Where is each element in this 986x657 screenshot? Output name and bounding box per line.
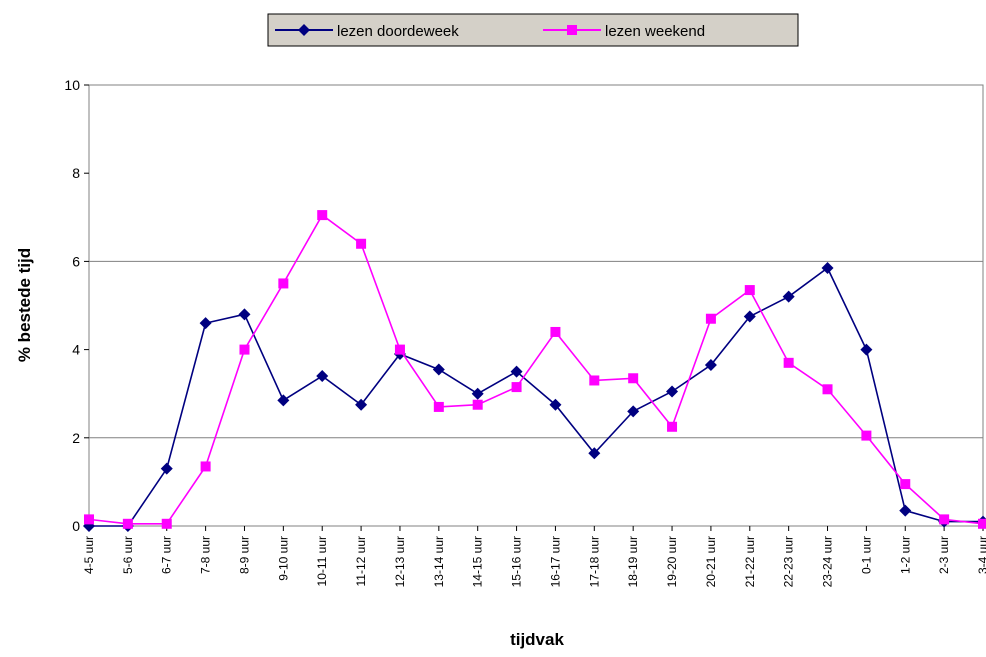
data-point	[704, 359, 717, 372]
x-tick-label: 3-4 uur	[976, 536, 986, 574]
data-point	[900, 479, 911, 490]
y-axis-ticks: 0 2 4 6 8 10	[64, 77, 89, 534]
data-point	[589, 375, 600, 386]
data-point	[161, 518, 172, 529]
data-point	[394, 344, 405, 355]
x-tick-label: 13-14 uur	[432, 536, 446, 587]
legend-item: lezen doordeweek	[275, 23, 459, 40]
y-tick-label: 8	[72, 165, 80, 181]
x-tick-label: 14-15 uur	[471, 536, 485, 587]
plot-area	[88, 84, 984, 527]
x-tick-label: 4-5 uur	[82, 536, 96, 574]
data-point	[472, 399, 483, 410]
x-tick-label: 22-23 uur	[782, 536, 796, 587]
x-tick-label: 2-3 uur	[937, 536, 951, 574]
x-tick-label: 11-12 uur	[354, 536, 368, 586]
data-point	[200, 461, 211, 472]
data-point	[627, 405, 640, 418]
data-point	[939, 514, 950, 525]
legend-marker	[567, 25, 577, 35]
data-point	[238, 308, 251, 321]
data-point	[744, 285, 755, 296]
data-point	[199, 317, 212, 330]
legend-marker	[298, 24, 310, 36]
x-axis-title: tijdvak	[510, 630, 564, 649]
y-tick-label: 2	[72, 430, 80, 446]
x-tick-label: 19-20 uur	[665, 536, 679, 587]
data-point	[511, 382, 522, 393]
x-tick-label: 12-13 uur	[393, 536, 407, 587]
series-layer	[83, 210, 986, 532]
y-tick-label: 10	[64, 77, 80, 93]
x-tick-label: 5-6 uur	[121, 536, 135, 574]
x-tick-label: 8-9 uur	[237, 536, 251, 574]
y-tick-label: 0	[72, 518, 80, 534]
data-point	[899, 504, 912, 517]
x-tick-label: 10-11 uur	[315, 536, 329, 586]
data-point	[510, 365, 523, 378]
x-axis-ticks: 4-5 uur 5-6 uur 6-7 uur 7-8 uur 8-9 uur 9-10 …	[82, 526, 986, 587]
data-point	[160, 462, 173, 475]
legend: lezen doordeweek lezen weekend	[267, 13, 799, 47]
series-line	[88, 213, 984, 525]
legend-box	[267, 13, 799, 47]
data-point	[705, 313, 716, 324]
data-point	[666, 385, 679, 398]
x-tick-label: 9-10 uur	[276, 536, 290, 581]
data-point	[355, 398, 368, 411]
x-tick-label: 1-2 uur	[898, 536, 912, 574]
x-tick-label: 15-16 uur	[510, 536, 524, 587]
data-point	[317, 210, 328, 221]
data-point	[782, 290, 795, 303]
data-point	[432, 363, 445, 376]
x-tick-label: 21-22 uur	[743, 536, 757, 587]
data-point	[861, 430, 872, 441]
x-tick-label: 18-19 uur	[626, 536, 640, 587]
data-point	[122, 518, 133, 529]
x-tick-label: 16-17 uur	[548, 536, 562, 587]
x-tick-label: 6-7 uur	[160, 536, 174, 574]
data-point	[821, 262, 834, 275]
legend-item: lezen weekend	[543, 23, 705, 40]
data-point	[239, 344, 250, 355]
data-point	[277, 394, 290, 407]
data-point	[743, 310, 756, 323]
y-axis-title: % bestede tijd	[15, 248, 34, 362]
legend-label: lezen doordeweek	[337, 23, 459, 40]
data-point	[278, 278, 289, 289]
x-tick-label: 17-18 uur	[587, 536, 601, 587]
data-point	[860, 343, 873, 356]
x-tick-label: 20-21 uur	[704, 536, 718, 587]
legend-label: lezen weekend	[605, 23, 705, 40]
y-tick-label: 6	[72, 253, 80, 269]
series-line	[89, 266, 983, 527]
gridlines	[89, 260, 983, 439]
data-point	[471, 387, 484, 400]
data-point	[549, 398, 562, 411]
data-point	[588, 447, 601, 460]
y-tick-label: 4	[72, 342, 80, 358]
data-point	[783, 357, 794, 368]
data-point	[433, 401, 444, 412]
x-tick-label: 0-1 uur	[859, 536, 873, 574]
data-point	[978, 518, 986, 529]
data-point	[667, 421, 678, 432]
x-tick-label: 23-24 uur	[821, 536, 835, 587]
data-point	[822, 384, 833, 395]
data-point	[316, 370, 329, 383]
data-point	[84, 514, 94, 525]
series-2	[84, 210, 986, 529]
data-point	[356, 238, 367, 249]
data-point	[628, 373, 639, 384]
x-tick-label: 7-8 uur	[199, 536, 213, 574]
data-point	[550, 326, 561, 337]
